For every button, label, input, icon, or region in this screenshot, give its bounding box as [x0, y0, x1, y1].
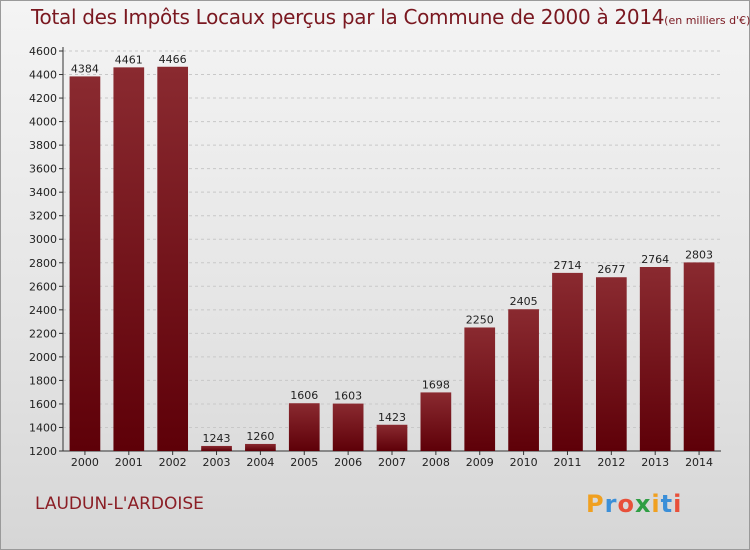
x-tick-label: 2014 [685, 456, 713, 469]
bar-2001 [113, 67, 145, 452]
chart-title-unit: (en milliers d'€) [664, 14, 750, 27]
y-tick-label: 2200 [29, 327, 57, 340]
y-tick-label: 4600 [29, 45, 57, 58]
bar-2005 [288, 403, 320, 451]
bar-2000 [69, 76, 101, 451]
data-label: 2714 [553, 259, 581, 272]
data-label: 2803 [685, 248, 713, 261]
x-tick-label: 2000 [71, 456, 99, 469]
logo-letter: t [660, 490, 674, 518]
logo-letter: r [604, 490, 618, 518]
x-tick-label: 2006 [334, 456, 362, 469]
bar-2007 [376, 424, 408, 451]
y-tick-label: 2800 [29, 257, 57, 270]
x-tick-label: 2011 [553, 456, 581, 469]
chart-title: Total des Impôts Locaux perçus par la Co… [31, 5, 750, 29]
x-tick-label: 2013 [641, 456, 669, 469]
y-tick-label: 2600 [29, 280, 57, 293]
x-tick-label: 2007 [378, 456, 406, 469]
data-label: 4466 [159, 53, 187, 66]
y-tick-label: 1200 [29, 445, 57, 458]
bar-2008 [420, 392, 452, 451]
data-label: 1698 [422, 378, 450, 391]
bar-2004 [245, 443, 276, 451]
data-label: 2677 [597, 263, 625, 276]
commune-name: LAUDUN-L'ARDOISE [35, 494, 204, 514]
y-tick-label: 4400 [29, 69, 57, 82]
y-tick-label: 3000 [29, 233, 57, 246]
y-tick-label: 1400 [29, 421, 57, 434]
x-tick-label: 2008 [422, 456, 450, 469]
y-tick-label: 4000 [29, 116, 57, 129]
y-tick-label: 2400 [29, 304, 57, 317]
x-tick-label: 2001 [115, 456, 143, 469]
bar-2011 [552, 272, 583, 451]
data-label: 1603 [334, 390, 362, 403]
x-tick-label: 2012 [597, 456, 625, 469]
bar-2014 [683, 262, 715, 451]
logo-letter: i [651, 490, 661, 518]
data-label: 2405 [510, 295, 538, 308]
logo-letter: P [586, 490, 605, 518]
data-label: 1423 [378, 411, 406, 424]
y-tick-label: 3400 [29, 186, 57, 199]
y-tick-label: 1800 [29, 374, 57, 387]
data-label: 1606 [290, 389, 318, 402]
data-label: 1243 [203, 432, 231, 445]
proxiti-logo[interactable]: Proxiti [586, 490, 682, 518]
x-tick-label: 2009 [466, 456, 494, 469]
data-label: 4384 [71, 62, 99, 75]
bar-2010 [508, 309, 539, 451]
logo-letter: x [634, 490, 652, 518]
y-tick-label: 4200 [29, 92, 57, 105]
bar-2002 [157, 66, 189, 451]
x-tick-label: 2010 [510, 456, 538, 469]
labels: 1200 1400 1600 1800 2000 2200 2400 2600 2800 3000… [29, 45, 713, 469]
logo-letter: i [673, 490, 683, 518]
bar-2006 [332, 403, 364, 451]
chart-title-text: Total des Impôts Locaux perçus par la Co… [31, 5, 665, 29]
logo-letter: o [617, 490, 635, 518]
x-tick-label: 2005 [290, 456, 318, 469]
x-tick-label: 2003 [203, 456, 231, 469]
y-tick-label: 3200 [29, 210, 57, 223]
data-label: 1260 [246, 430, 274, 443]
data-label: 2764 [641, 253, 669, 266]
y-tick-label: 3800 [29, 139, 57, 152]
bar-2013 [639, 267, 671, 451]
bar-2012 [595, 277, 627, 451]
data-label: 2250 [466, 313, 494, 326]
x-tick-label: 2002 [159, 456, 187, 469]
y-tick-label: 3600 [29, 163, 57, 176]
y-tick-label: 2000 [29, 351, 57, 364]
data-label: 4461 [115, 53, 143, 66]
y-tick-label: 1600 [29, 398, 57, 411]
bar-2003 [201, 445, 232, 451]
bar-2009 [464, 327, 496, 451]
bars [69, 66, 715, 452]
x-tick-label: 2004 [246, 456, 274, 469]
